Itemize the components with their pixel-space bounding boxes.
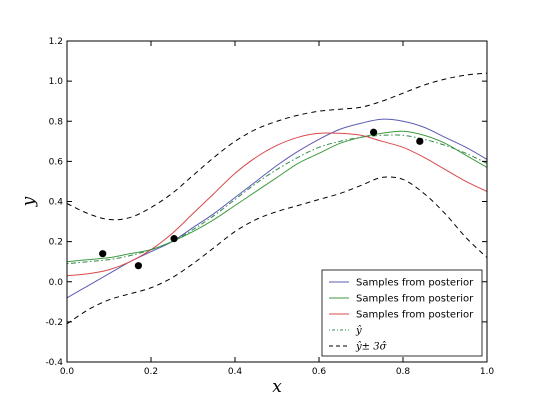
legend-label-2: Samples from posterior (356, 310, 474, 321)
y-tick-label: 1.2 (49, 37, 63, 47)
legend-label-1: Samples from posterior (356, 294, 474, 305)
legend-label-0: Samples from posterior (356, 278, 474, 289)
y-tick-label: 0.2 (49, 238, 63, 248)
observation-point-0 (99, 250, 107, 258)
x-axis-label: x (272, 377, 282, 397)
x-tick-label: 0.0 (60, 367, 75, 377)
y-tick-label: 0.4 (49, 198, 64, 208)
x-tick-label: 0.6 (312, 367, 327, 377)
series-line-4 (67, 72, 487, 221)
legend-label-3: ŷ (355, 326, 362, 337)
series-line-3 (67, 134, 487, 265)
x-tick-label: 0.4 (228, 367, 243, 377)
observation-point-4 (416, 137, 424, 145)
y-tick-label: 1.0 (49, 77, 64, 87)
series-line-5 (67, 176, 487, 325)
y-tick-label: -0.4 (45, 358, 63, 368)
series-layer (67, 72, 487, 325)
observation-point-1 (134, 262, 142, 270)
x-tick-label: 0.8 (396, 367, 411, 377)
series-line-1 (67, 130, 487, 263)
y-tick-label: 0.6 (49, 157, 64, 167)
x-tick-label: 1.0 (480, 367, 495, 377)
legend-label-4: ŷ± 3σ̂ (355, 342, 388, 353)
ticks-layer: 0.0 0.2 0.4 0.6 0.8 1.0 -0.4 -0.2 0.0 0.2 0.4 0.6 0.… (45, 37, 494, 377)
y-axis-label: y (19, 196, 39, 207)
observations-layer (99, 128, 424, 270)
y-tick-label: -0.2 (45, 318, 63, 328)
legend: Samples from posterior Samples from poste… (321, 269, 483, 357)
series-line-2 (67, 132, 487, 277)
y-tick-label: 0.0 (49, 278, 64, 288)
x-tick-label: 0.2 (144, 367, 158, 377)
legend-box (321, 269, 483, 357)
y-tick-label: 0.8 (49, 117, 64, 127)
observation-point-3 (370, 128, 378, 136)
observation-point-2 (170, 235, 178, 243)
